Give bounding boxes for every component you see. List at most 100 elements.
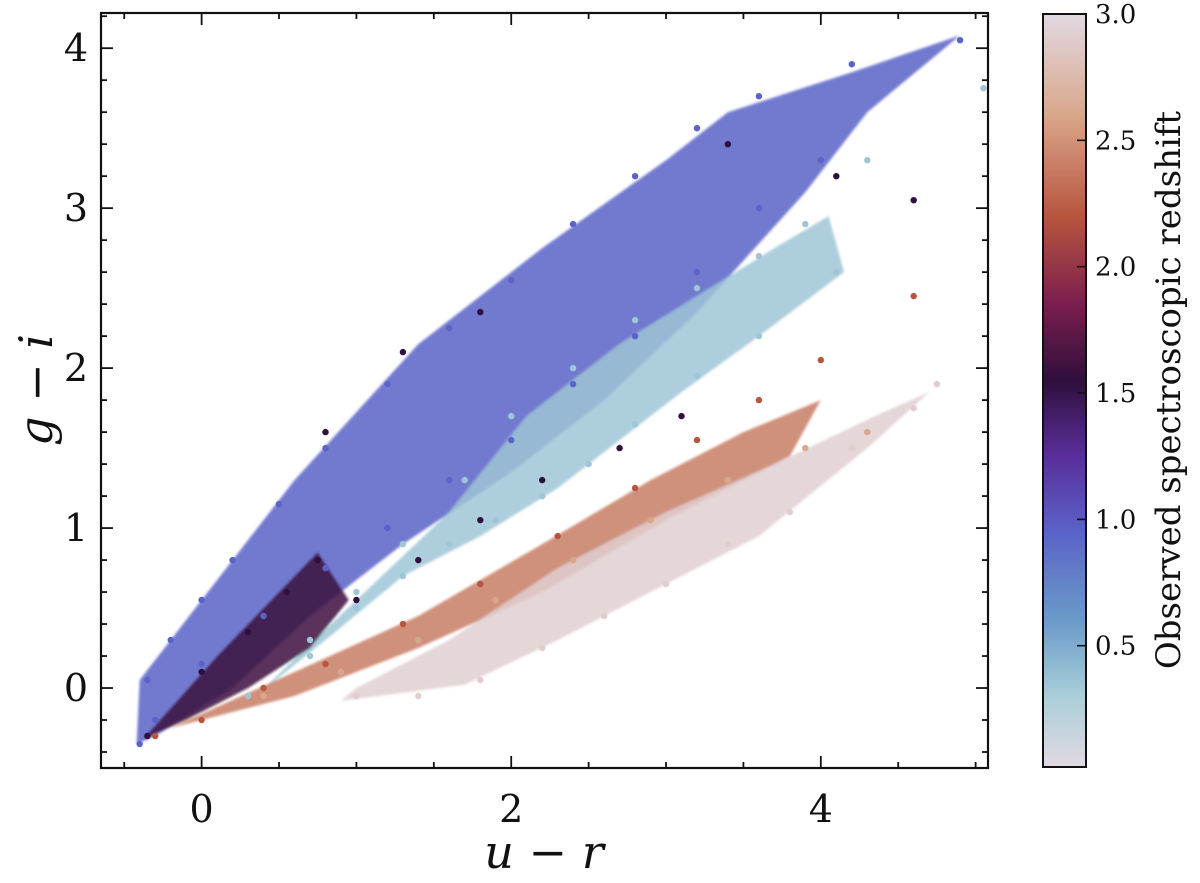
data-point (817, 157, 824, 164)
data-point (631, 173, 639, 180)
data-point (693, 436, 701, 444)
data-point (631, 332, 639, 340)
data-point (337, 668, 345, 676)
data-point (198, 596, 205, 604)
colorbar-tick-label: 2.0 (1095, 253, 1136, 283)
data-point (569, 220, 577, 228)
y-tick-label: 4 (64, 26, 88, 70)
data-point (755, 93, 763, 100)
data-point (322, 564, 329, 572)
data-point (786, 508, 794, 516)
data-point (864, 157, 871, 164)
data-point (569, 364, 577, 372)
y-tick-label: 3 (64, 186, 88, 230)
data-point (322, 428, 329, 436)
data-point (724, 540, 732, 548)
data-point (833, 268, 840, 276)
data-point (492, 516, 499, 524)
data-point (136, 740, 143, 748)
density-band (340, 392, 930, 701)
data-point (724, 141, 732, 148)
data-point (229, 556, 236, 564)
data-point (755, 332, 763, 340)
data-point (647, 516, 654, 524)
data-point (415, 556, 422, 564)
data-point (693, 372, 701, 380)
data-point (477, 516, 484, 524)
data-point (910, 197, 917, 204)
data-point (306, 652, 314, 660)
x-axis-ticks: 0 2 4 (123, 13, 977, 831)
data-point (693, 125, 701, 132)
data-point (539, 492, 546, 500)
density-band (136, 35, 961, 744)
data-point (198, 668, 205, 676)
data-point (616, 444, 623, 452)
data-point (631, 316, 639, 324)
data-point (477, 676, 484, 684)
data-point (283, 588, 290, 596)
data-point (980, 85, 987, 92)
data-point (848, 60, 855, 68)
data-point (693, 284, 701, 292)
data-point (314, 556, 321, 564)
data-point (384, 524, 391, 532)
data-point (956, 37, 964, 44)
data-point (933, 380, 941, 388)
data-point (322, 660, 329, 668)
data-point (144, 676, 151, 684)
data-point (322, 444, 329, 452)
data-point (152, 716, 159, 724)
y-tick-label: 0 (64, 666, 88, 710)
data-point (585, 460, 592, 468)
data-point (399, 620, 407, 628)
x-tick-label: 4 (809, 787, 833, 831)
data-point (353, 588, 360, 596)
data-point (508, 276, 515, 284)
plot-area (136, 35, 987, 748)
data-point (244, 692, 252, 700)
data-point (152, 732, 159, 740)
colorbar (1043, 14, 1086, 767)
data-point (693, 268, 701, 276)
data-point (275, 500, 283, 508)
data-point (569, 380, 577, 388)
data-point (353, 596, 360, 604)
data-point (662, 580, 670, 588)
data-point (399, 572, 407, 580)
data-point (600, 612, 608, 620)
data-point (198, 716, 205, 724)
data-point (415, 636, 422, 644)
data-point (631, 484, 639, 492)
data-point (198, 660, 205, 668)
data-point (910, 404, 917, 412)
colorbar-tick-label: 1.0 (1095, 505, 1136, 535)
colorbar-frame (1042, 13, 1087, 768)
data-point (306, 636, 314, 644)
scatter-points (136, 37, 987, 748)
data-point (384, 380, 391, 388)
colorbar-tick-label: 0.5 (1095, 632, 1136, 662)
colorbar-tick-label: 2.5 (1095, 126, 1136, 156)
data-point (802, 444, 809, 452)
data-point (864, 428, 871, 436)
data-point (167, 636, 174, 644)
data-point (260, 612, 267, 620)
data-point (833, 173, 840, 180)
data-point (569, 556, 577, 564)
data-point (508, 436, 515, 444)
density-bands (136, 35, 961, 744)
data-point (244, 628, 252, 636)
data-point (461, 476, 468, 484)
data-point (724, 476, 732, 484)
data-point (678, 412, 685, 420)
data-point (755, 204, 763, 212)
data-point (446, 476, 453, 484)
x-tick-label: 2 (499, 787, 523, 831)
colorbar-label: Observed spectroscopic redshift (1149, 111, 1189, 670)
data-point (353, 604, 360, 612)
colorbar-ticks: 0.5 1.0 1.5 2.0 2.5 3.0 (1077, 0, 1136, 662)
data-point (477, 308, 484, 316)
colorbar-tick-label: 3.0 (1095, 0, 1136, 30)
